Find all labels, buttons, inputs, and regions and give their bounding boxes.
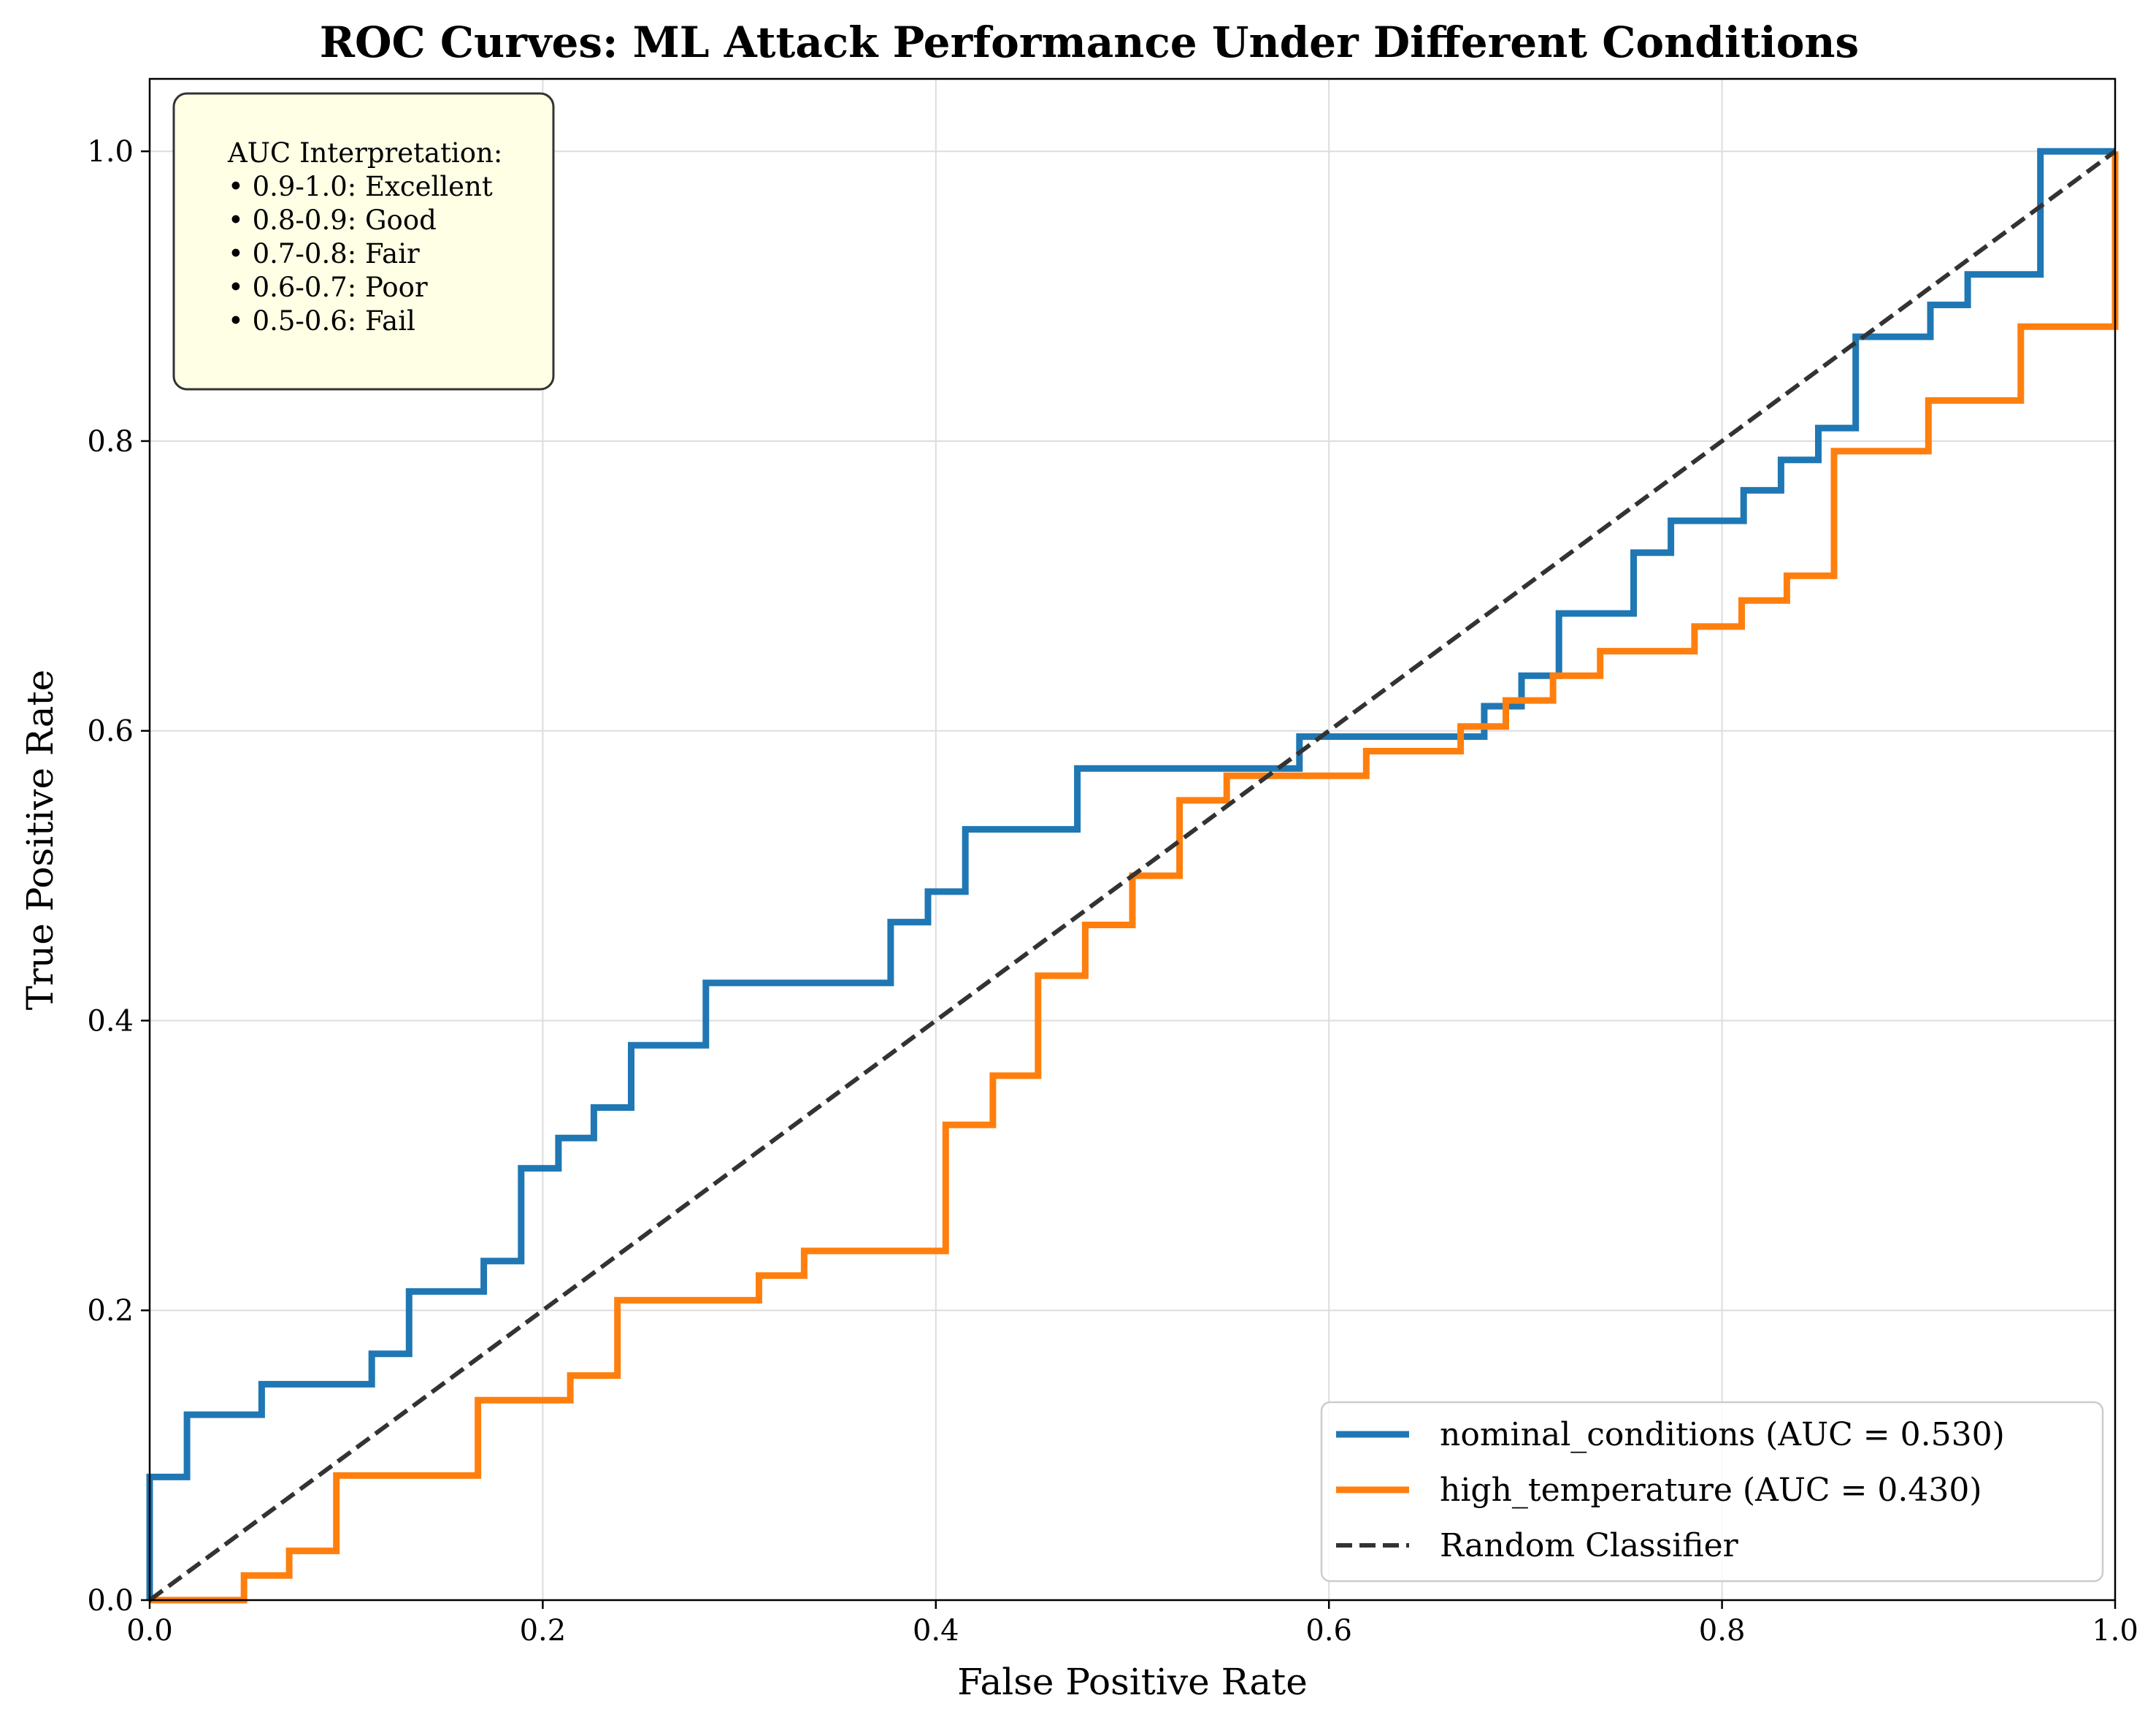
y-tick-label: 0.8 <box>87 425 134 459</box>
x-tick-label: 0.0 <box>126 1614 173 1648</box>
auc-note-box: AUC Interpretation: • 0.9-1.0: Excellent… <box>172 92 555 391</box>
y-tick-label: 0.6 <box>87 715 134 749</box>
series-nominal-conditions <box>146 148 2115 1600</box>
ticks: 0.0 0.2 0.4 0.6 0.8 1.0 0.0 0.2 0.4 0.6 0.8 1.0 <box>87 135 2138 1648</box>
auc-note-line: • 0.8-0.9: Good <box>228 204 437 236</box>
legend-label-high-temperature: high_temperature (AUC = 0.430) <box>1440 1472 1982 1509</box>
y-tick-label: 0.0 <box>87 1584 134 1618</box>
x-tick-label: 0.2 <box>520 1614 567 1648</box>
x-tick-label: 0.6 <box>1305 1614 1352 1648</box>
series-layer <box>146 148 2119 1604</box>
auc-note-line: • 0.5-0.6: Fail <box>228 305 415 337</box>
legend-label-nominal: nominal_conditions (AUC = 0.530) <box>1440 1416 2005 1453</box>
chart-title: ROC Curves: ML Attack Performance Under … <box>320 18 1859 67</box>
legend-frame <box>1320 1401 2104 1583</box>
plot-frame <box>148 77 2117 1602</box>
auc-note-line: • 0.9-1.0: Excellent <box>228 171 493 202</box>
auc-note-line: • 0.7-0.8: Fair <box>228 238 420 269</box>
x-tick-label: 0.8 <box>1699 1614 1746 1648</box>
auc-note-frame <box>172 92 555 391</box>
grid <box>149 79 2116 1601</box>
auc-note-line: • 0.6-0.7: Poor <box>228 272 428 303</box>
y-tick-label: 0.4 <box>87 1004 134 1038</box>
x-tick-label: 1.0 <box>2092 1614 2138 1648</box>
y-axis-label: True Positive Rate <box>19 670 61 1010</box>
series-random-classifier <box>148 149 2117 1602</box>
legend-label-random: Random Classifier <box>1440 1527 1739 1564</box>
x-tick-label: 0.4 <box>913 1614 959 1648</box>
legend: nominal_conditions (AUC = 0.530) high_te… <box>1320 1401 2104 1583</box>
x-axis-label: False Positive Rate <box>957 1661 1308 1703</box>
auc-note-title: AUC Interpretation: <box>227 137 502 169</box>
y-tick-label: 1.0 <box>87 135 134 169</box>
series-high-temperature <box>150 151 2119 1604</box>
y-tick-label: 0.2 <box>87 1294 134 1328</box>
